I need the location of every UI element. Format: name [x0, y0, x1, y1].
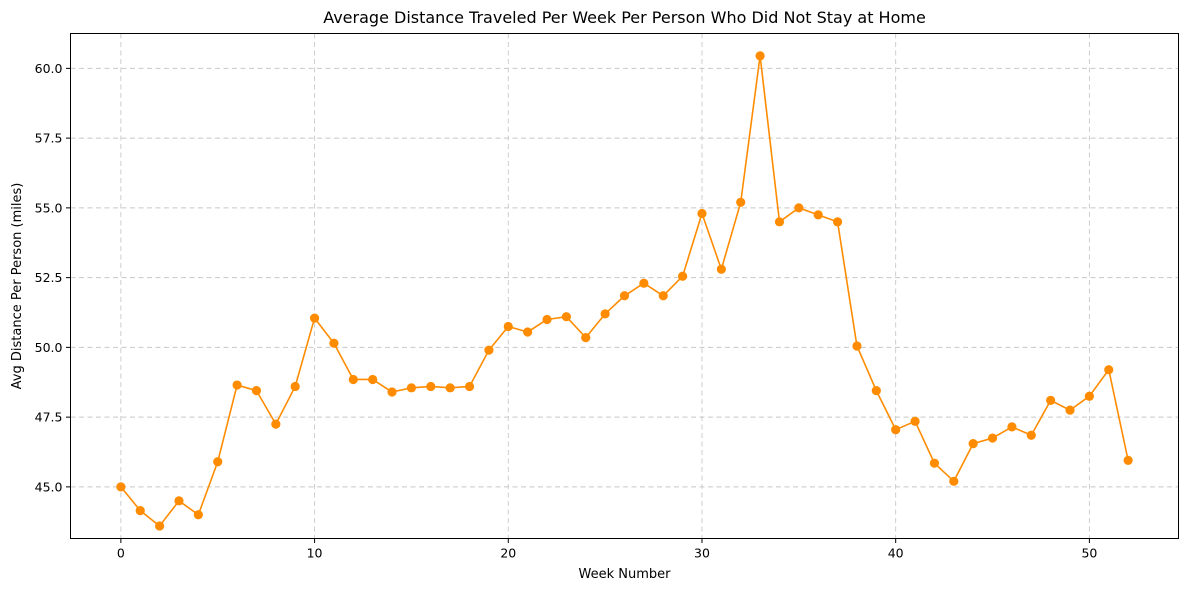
plot-frame	[70, 33, 1179, 539]
data-point	[368, 374, 378, 385]
x-tick-label: 0	[117, 546, 125, 561]
data-point	[290, 381, 300, 392]
series-line-layer	[120, 55, 1129, 527]
data-point	[445, 383, 455, 393]
data-point	[232, 380, 242, 390]
data-point	[794, 203, 804, 213]
data-point	[251, 386, 262, 396]
data-point	[1065, 405, 1075, 415]
data-point	[561, 312, 571, 322]
data-point	[1104, 365, 1114, 375]
x-tick-label: 50	[1081, 546, 1097, 561]
axis-ticks: 0 10 20 30 40 50 45.0 47.5 50.0 52.5 55.0 57.5 60.0	[35, 61, 1098, 561]
data-point	[155, 521, 165, 531]
data-point	[406, 383, 417, 393]
data-point	[135, 505, 145, 516]
data-point	[736, 197, 746, 207]
data-point	[987, 433, 998, 443]
data-point	[464, 381, 475, 392]
data-point	[271, 419, 281, 429]
data-point	[309, 313, 320, 323]
x-axis-label: Week Number	[579, 567, 672, 582]
series-line	[120, 55, 1129, 527]
data-point	[542, 314, 552, 325]
data-point	[329, 338, 339, 348]
data-point	[910, 416, 920, 426]
y-tick-label: 55.0	[35, 200, 63, 215]
data-point	[619, 291, 630, 301]
data-point	[213, 457, 223, 467]
y-tick-label: 50.0	[35, 340, 63, 355]
data-point	[1007, 422, 1017, 432]
data-point	[949, 476, 959, 486]
data-point	[174, 496, 184, 506]
data-point	[929, 458, 940, 468]
data-point	[1123, 455, 1133, 465]
data-point	[697, 208, 707, 219]
y-tick-label: 47.5	[35, 410, 63, 425]
data-point	[639, 278, 649, 288]
x-tick-label: 10	[307, 546, 323, 561]
data-point	[484, 345, 494, 355]
data-point	[348, 374, 358, 385]
x-tick-label: 20	[500, 546, 516, 561]
data-point	[891, 425, 901, 435]
data-point	[1026, 430, 1036, 440]
data-point	[193, 510, 203, 520]
data-point	[503, 321, 513, 332]
data-point	[774, 217, 785, 227]
data-point	[852, 341, 862, 351]
data-point	[755, 51, 765, 61]
y-tick-label: 45.0	[35, 479, 63, 494]
chart-title: Average Distance Traveled Per Week Per P…	[323, 8, 926, 27]
data-point	[600, 309, 610, 319]
data-point	[813, 210, 823, 220]
y-tick-label: 60.0	[35, 61, 63, 76]
data-point	[968, 439, 978, 449]
data-point	[871, 386, 881, 396]
data-point	[116, 482, 126, 492]
x-tick-label: 30	[694, 546, 710, 561]
data-point	[426, 381, 436, 392]
data-point	[658, 291, 668, 301]
data-point	[1046, 395, 1056, 405]
y-tick-label: 52.5	[35, 270, 63, 285]
grid	[70, 33, 1179, 539]
data-point	[581, 333, 591, 343]
data-point	[832, 217, 843, 227]
data-point	[716, 264, 726, 274]
data-point	[387, 387, 397, 397]
data-point	[523, 327, 533, 337]
x-tick-label: 40	[888, 546, 904, 561]
data-point	[1084, 391, 1094, 401]
y-axis-label: Avg Distance Per Person (miles)	[10, 183, 25, 390]
y-tick-label: 57.5	[35, 131, 63, 146]
data-points	[116, 51, 1133, 531]
data-point	[678, 271, 688, 281]
